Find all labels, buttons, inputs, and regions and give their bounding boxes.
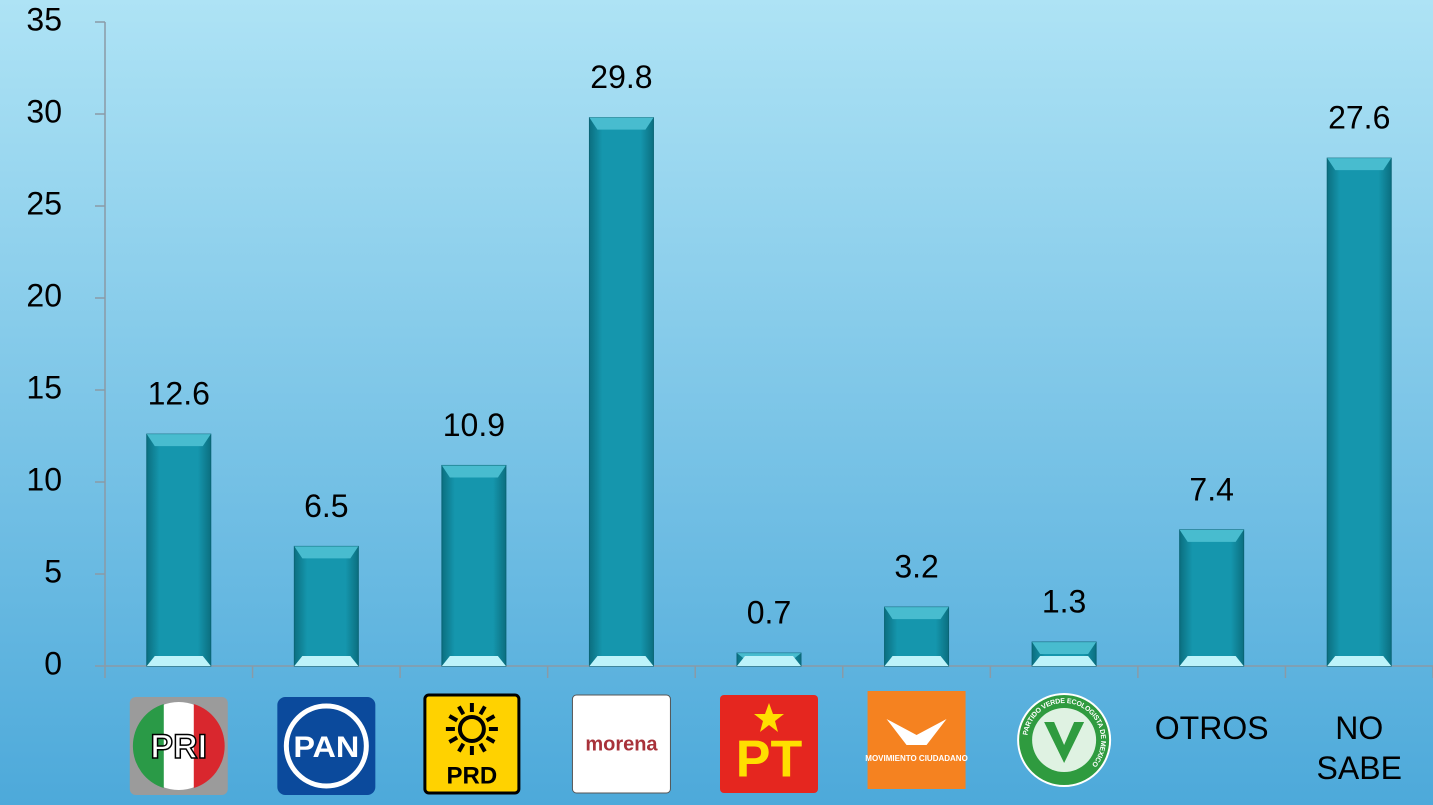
logo-green <box>132 704 164 788</box>
data-label: 27.6 <box>1328 100 1390 136</box>
logo-sun <box>457 715 486 743</box>
logo-ray <box>448 714 459 723</box>
data-label: 3.2 <box>894 549 938 585</box>
data-label: 12.6 <box>148 376 210 412</box>
logo-box <box>277 697 376 795</box>
bar-bevel <box>1032 642 1097 655</box>
y-tick-label: 35 <box>26 1 62 37</box>
bar <box>441 464 507 667</box>
bar-bevel <box>589 117 654 130</box>
y-tick-label: 25 <box>26 185 62 221</box>
bar-base <box>884 656 949 666</box>
bar-base <box>146 656 211 666</box>
x-tick-label: OTROS <box>1154 710 1269 746</box>
logo-ring <box>283 703 369 789</box>
data-label: 6.5 <box>304 488 348 524</box>
bar <box>1326 157 1392 667</box>
bar-bevel <box>441 465 506 478</box>
bar-bevel <box>146 434 211 447</box>
bar-base <box>737 656 801 666</box>
logo-text: PAN <box>293 731 359 764</box>
data-label: 1.3 <box>1042 584 1086 620</box>
bar-bevel <box>1327 158 1392 171</box>
logo-box <box>423 693 521 795</box>
bar-base <box>589 656 654 666</box>
party-logo: MOVIMIENTO CIUDADANO <box>865 691 968 789</box>
logo-text: morena <box>585 733 658 755</box>
logo-ray <box>448 735 459 744</box>
data-label: 29.8 <box>590 59 652 95</box>
logo-v <box>1044 722 1085 763</box>
logo-ray <box>457 742 466 753</box>
logo-ray <box>485 714 496 723</box>
bar <box>1179 529 1245 667</box>
logo-ray <box>457 705 466 716</box>
logo-text: MOVIMIENTO CIUDADANO <box>865 754 968 763</box>
data-label: 7.4 <box>1189 471 1233 507</box>
x-tick-label: NO SABE <box>1316 710 1402 786</box>
bar-bevel <box>294 546 359 559</box>
y-tick-label: 15 <box>26 369 62 405</box>
party-logo: PRD <box>423 693 521 795</box>
party-logo: PARTIDO VERDE ECOLOGISTA DE MEXICO <box>1017 693 1112 787</box>
logo-box <box>571 694 671 794</box>
bar <box>146 433 212 667</box>
y-tick-label: 20 <box>26 277 62 313</box>
bar-base <box>1179 656 1244 666</box>
bar-base <box>1032 656 1097 666</box>
logo-star <box>754 703 784 732</box>
party-logo: PT <box>720 695 818 793</box>
logo-box <box>720 695 818 793</box>
logo-red <box>193 704 225 788</box>
logo-text: PRI <box>150 728 207 766</box>
party-logo: PAN <box>277 697 376 795</box>
data-label: 0.7 <box>747 595 791 631</box>
logo-text: PRD <box>447 762 498 789</box>
y-tick-label: 30 <box>26 93 62 129</box>
logo-bird <box>886 719 947 745</box>
x-label-box: NO SABE <box>1316 710 1402 786</box>
bar-bevel <box>1179 529 1244 542</box>
y-tick-label: 0 <box>44 645 62 681</box>
data-label: 10.9 <box>443 407 505 443</box>
logo-ray <box>478 705 487 716</box>
logo-ray <box>485 735 496 744</box>
bar-base <box>441 656 506 666</box>
bar-base <box>294 656 359 666</box>
x-label-box: OTROS <box>1154 710 1269 746</box>
bar-bevel <box>884 607 949 620</box>
party-logo: morena <box>571 694 671 794</box>
y-tick-label: 5 <box>44 553 62 589</box>
logo-text: PT <box>736 731 803 789</box>
bar-base <box>1327 656 1392 666</box>
y-tick-label: 10 <box>26 461 62 497</box>
bar <box>588 117 654 667</box>
party-logo: PRI <box>129 697 228 795</box>
logo-ray <box>478 742 487 753</box>
bar <box>293 545 359 667</box>
